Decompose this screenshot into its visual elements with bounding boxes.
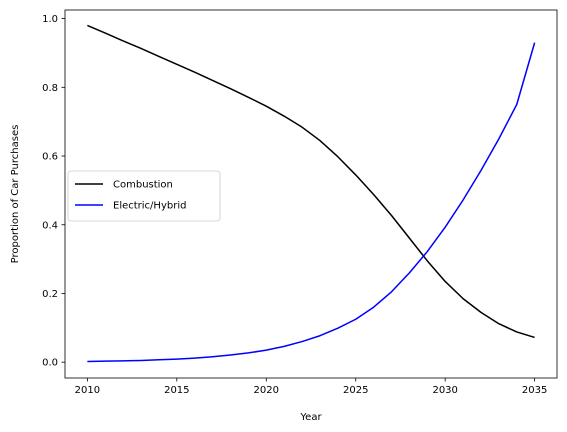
legend: Combustion Electric/Hybrid — [67, 170, 221, 222]
y-tick-label: 0.2 — [42, 289, 58, 300]
x-axis-label: Year — [299, 412, 322, 423]
plot-frame — [64, 9, 558, 379]
x-tick-label: 2030 — [432, 385, 457, 396]
series-line-1 — [87, 24, 535, 339]
plot-area — [87, 24, 536, 363]
legend-label-1: Combustion — [113, 180, 173, 191]
y-axis-label: Proportion of Car Purchases — [10, 125, 21, 264]
x-tick-label: 2025 — [343, 385, 368, 396]
x-tick-label: 2010 — [75, 385, 100, 396]
series-line-2 — [87, 42, 536, 363]
y-tick-label: 0.6 — [42, 152, 58, 163]
x-tick-label: 2020 — [254, 385, 279, 396]
x-tick-label: 2015 — [164, 385, 189, 396]
y-tick-label: 0.8 — [42, 83, 58, 94]
legend-label-2: Electric/Hybrid — [113, 201, 186, 212]
axes: 2010 2015 2020 2025 2030 2035 0.0 0.2 0.4 0.6 0.8 1… — [42, 9, 558, 396]
y-tick-label: 0.0 — [42, 358, 58, 369]
y-tick-label: 1.0 — [42, 14, 58, 25]
x-tick-label: 2035 — [522, 385, 547, 396]
y-tick-label: 0.4 — [42, 220, 58, 231]
legend-box — [67, 170, 221, 222]
